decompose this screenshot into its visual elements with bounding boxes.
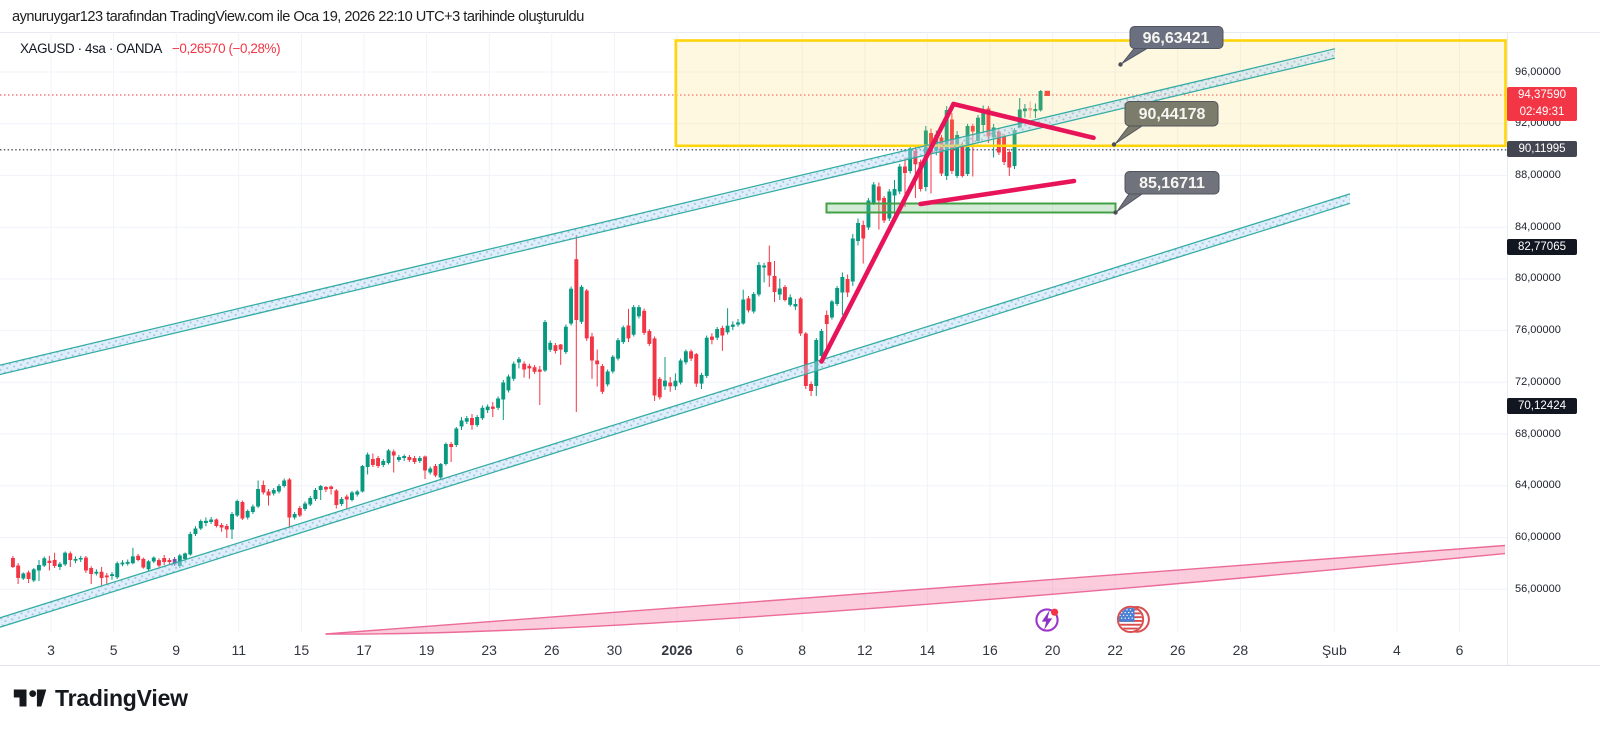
svg-text:85,16711: 85,16711	[1139, 175, 1205, 192]
svg-text:90,44178: 90,44178	[1139, 106, 1206, 123]
svg-text:96,63421: 96,63421	[1143, 30, 1210, 47]
